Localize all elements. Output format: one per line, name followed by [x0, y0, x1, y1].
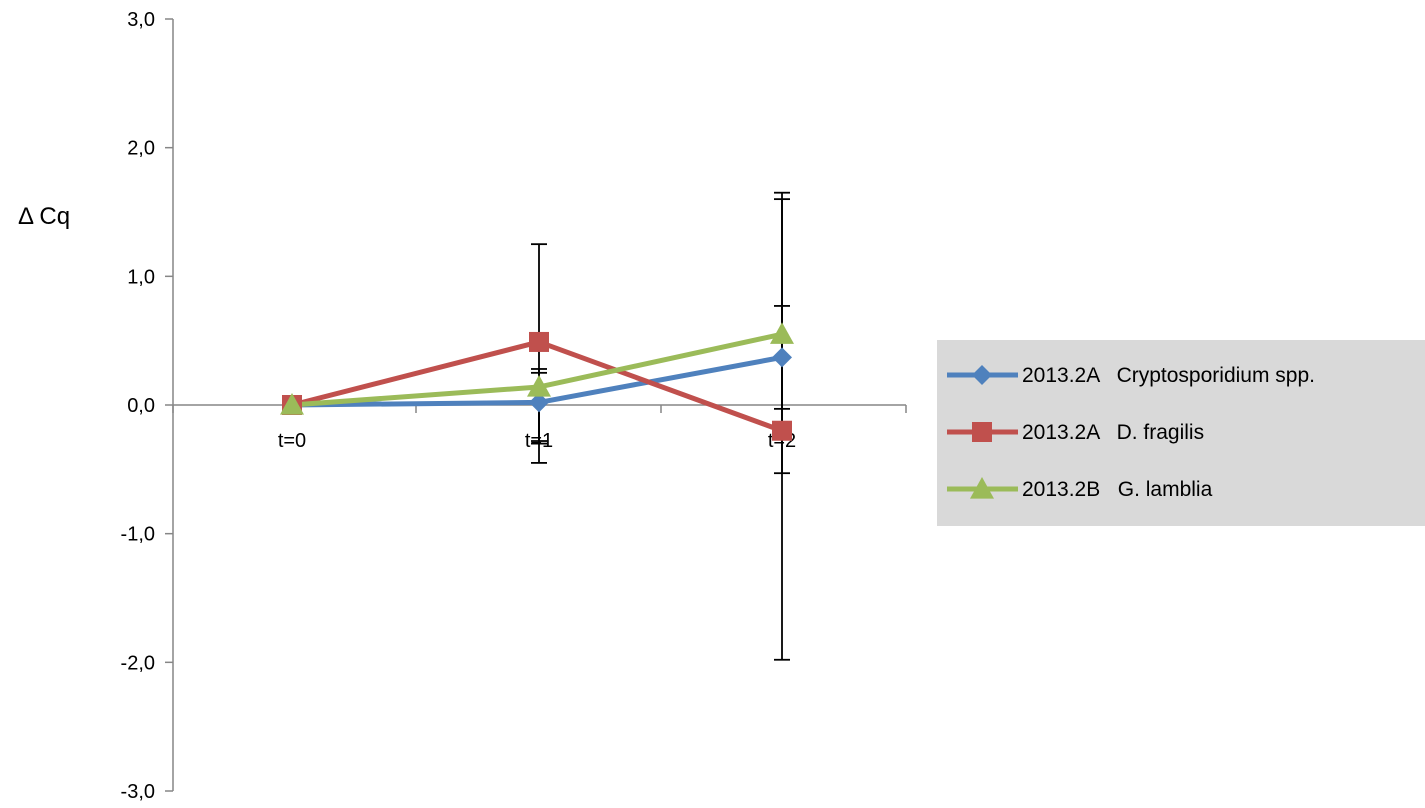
data-point	[529, 392, 549, 413]
y-tick-label: 1,0	[127, 266, 155, 288]
y-axis: 3,0 2,0 1,0 0,0 -1,0 -2,0 -3,0	[121, 9, 174, 803]
y-tick-label: 3,0	[127, 9, 155, 31]
data-point	[527, 374, 551, 397]
legend-label: 2013.2A D. fragilis	[1022, 421, 1204, 444]
data-point	[772, 420, 792, 441]
legend-swatch-marker	[970, 477, 994, 499]
y-tick-label: -2,0	[121, 652, 155, 674]
data-point	[280, 393, 304, 415]
data-point	[770, 322, 794, 344]
legend: 2013.2A Cryptosporidium spp. 2013.2A D. f…	[937, 340, 1425, 526]
y-tick-label: 2,0	[127, 138, 155, 160]
series-markers	[280, 322, 794, 441]
data-point	[529, 331, 549, 352]
data-point	[772, 347, 792, 368]
legend-label: 2013.2A Cryptosporidium spp.	[1022, 364, 1315, 387]
y-tick-label: 0,0	[127, 395, 155, 417]
legend-label: 2013.2B G. lamblia	[1022, 478, 1213, 501]
legend-swatch-marker	[972, 365, 992, 385]
legend-swatch-marker	[972, 422, 992, 442]
legend-background	[937, 340, 1425, 526]
y-tick-label: -1,0	[121, 524, 155, 546]
x-tick-label: t=0	[278, 430, 306, 452]
y-axis-title: Δ Cq	[18, 203, 70, 230]
y-tick-label: -3,0	[121, 781, 155, 803]
error-bars	[531, 191, 790, 661]
